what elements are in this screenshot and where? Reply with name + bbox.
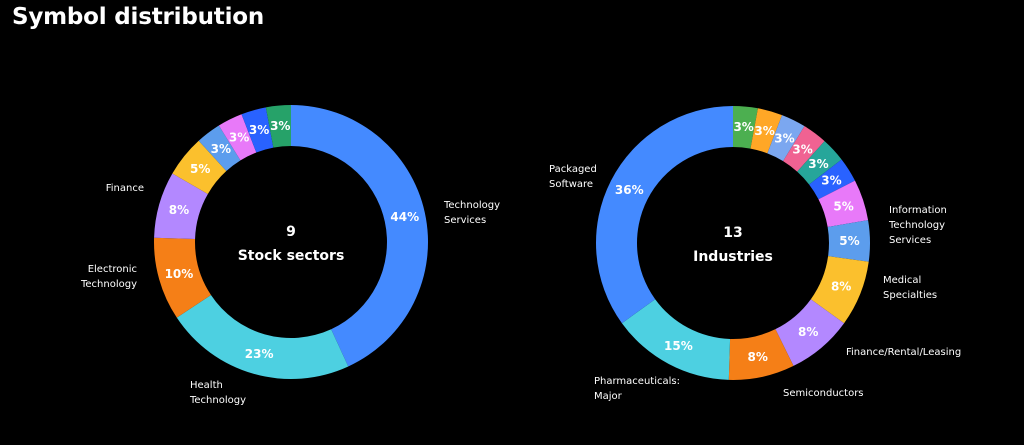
slice-item-2[interactable] [767,115,805,162]
slice-health-technology[interactable] [176,295,349,379]
category-label: Technology Services [443,200,500,226]
slice-percent-label: 3% [270,119,290,133]
slice-item-4[interactable] [172,140,227,194]
slice-technology-services[interactable] [291,105,428,367]
slice-percent-label: 8% [798,325,818,339]
slice-percent-label: 3% [754,124,774,138]
slice-percent-label: 44% [390,210,419,224]
center-count: 13 [723,225,742,241]
slice-packaged-software[interactable] [595,106,733,324]
slice-percent-label: 36% [615,183,644,197]
slice-finance-rental-leasing[interactable] [775,299,845,366]
slice-percent-label: 3% [211,142,231,156]
slice-item-6[interactable] [218,114,257,161]
category-label: Semiconductors [783,388,864,399]
slice-percent-label: 10% [165,267,194,281]
stock-sectors-donut: 44% Technology Services 23% Health Technology… [80,105,500,406]
slice-finance[interactable] [154,173,208,240]
category-label: Finance/Rental/Leasing [846,347,961,358]
category-label: Medical Specialties [883,275,937,301]
slice-item-5[interactable] [809,159,855,200]
slice-electronic-technology[interactable] [154,237,211,318]
category-label: Pharmaceuticals: Major [594,376,680,402]
category-label: Electronic Technology [80,264,137,290]
slice-percent-label: 8% [169,203,189,217]
slice-pharmaceuticals-major[interactable] [621,299,731,380]
slice-item-5[interactable] [198,125,241,172]
slice-percent-label: 8% [831,279,851,293]
category-label: Packaged Software [549,164,597,190]
slice-percent-label: 5% [190,162,210,176]
slice-item-3[interactable] [783,126,825,172]
slice-semiconductors[interactable] [728,329,794,380]
slice-item-7[interactable] [241,107,274,153]
slice-medical-specialties[interactable] [810,256,869,324]
slice-percent-label: 3% [792,143,812,157]
slice-percent-label: 23% [245,347,274,361]
slice-item-4[interactable] [797,141,842,185]
slice-percent-label: 8% [747,350,767,364]
slice-percent-label: 3% [774,131,794,145]
center-label: Industries [693,249,773,265]
slice-percent-label: 3% [808,157,828,171]
slice-percent-label: 5% [833,199,853,213]
slice-item-6[interactable] [818,180,869,227]
page-title: Symbol distribution [12,4,265,30]
slice-percent-label: 5% [839,234,859,248]
industries-donut: 3% 3%3%3%3%3%5%5%Information Technology Ser… [549,106,961,402]
slice-percent-label: 3% [229,131,249,145]
slice-percent-label: 3% [733,120,753,134]
center-count: 9 [286,224,296,240]
category-label: Finance [106,183,144,194]
category-label: Health Technology [189,380,246,406]
slice-item-0[interactable] [733,106,758,149]
category-label: Information Technology Services [888,205,947,246]
slice-item-8[interactable] [265,105,291,148]
center-label: Stock sectors [238,248,345,264]
slice-percent-label: 3% [249,123,269,137]
slice-percent-label: 15% [664,339,693,353]
slice-item-1[interactable] [750,108,783,154]
slice-information-technology-services[interactable] [827,220,870,262]
slice-percent-label: 3% [821,174,841,188]
